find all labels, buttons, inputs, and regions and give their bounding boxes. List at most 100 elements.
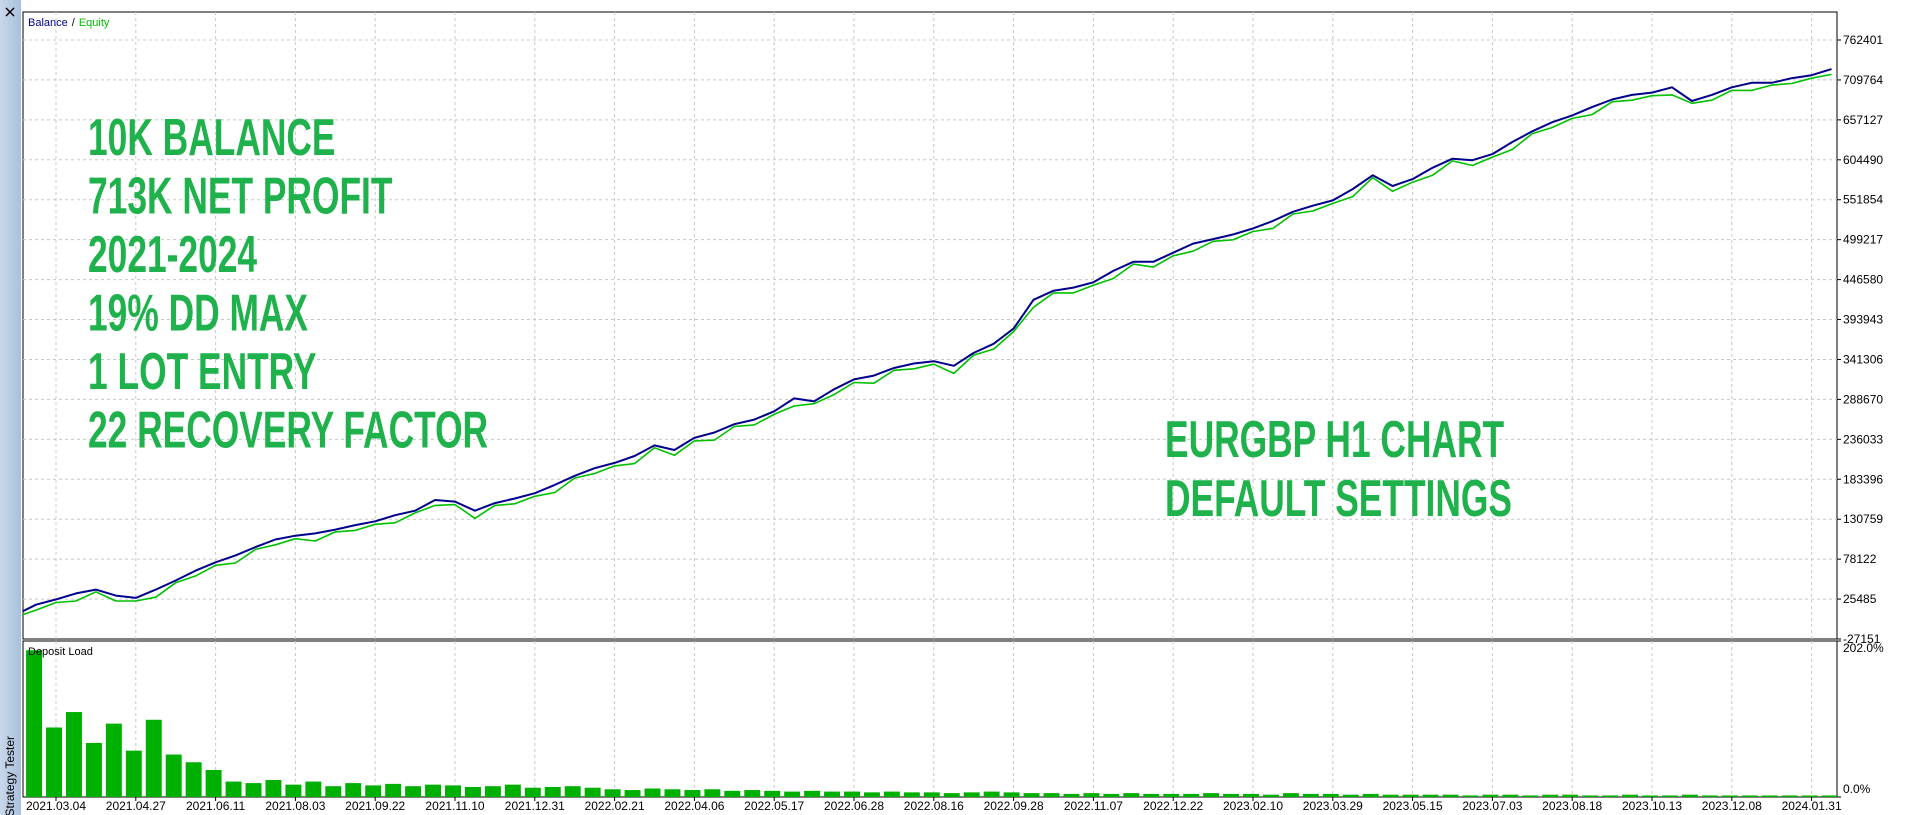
deposit-bar	[1003, 792, 1020, 797]
deposit-bar	[185, 762, 202, 797]
annotation: 19% DD MAX	[88, 285, 308, 342]
deposit-bar	[1402, 794, 1419, 797]
deposit-bar	[1542, 794, 1559, 797]
x-tick-label: 2023.03.29	[1303, 799, 1363, 813]
x-tick-label: 2022.05.17	[744, 799, 804, 813]
x-tick-label: 2022.06.28	[824, 799, 884, 813]
deposit-bar	[983, 791, 1000, 797]
main-plot-frame	[22, 11, 1838, 640]
deposit-bar	[1143, 793, 1160, 797]
deposit-bar	[664, 789, 681, 797]
x-tick-label: 2024.01.31	[1782, 799, 1842, 813]
deposit-bar	[225, 781, 242, 797]
deposit-bar	[824, 791, 841, 797]
x-tick-label: 2023.08.18	[1542, 799, 1602, 813]
x-tick-label: 2021.09.22	[345, 799, 405, 813]
deposit-bar	[1622, 794, 1639, 797]
deposit-marks	[26, 650, 1837, 797]
deposit-bar	[1422, 794, 1439, 797]
deposit-bar	[963, 792, 980, 797]
x-tick-label: 2021.08.03	[265, 799, 325, 813]
side-tab[interactable]	[0, 0, 21, 815]
deposit-bar	[1502, 794, 1519, 797]
series-line	[23, 68, 1832, 613]
x-tick-label: 2021.11.10	[425, 799, 484, 813]
deposit-bar	[1382, 794, 1399, 797]
deposit-bar	[604, 789, 621, 797]
annotation: 2021-2024	[88, 226, 257, 283]
annotation: EURGBP H1 CHART	[1165, 411, 1504, 468]
x-tick-label: 2022.02.21	[585, 799, 645, 813]
deposit-bar	[405, 786, 422, 797]
deposit-bar	[1262, 794, 1279, 797]
deposit-title: Deposit Load	[28, 646, 93, 658]
annotation: DEFAULT SETTINGS	[1165, 470, 1512, 527]
deposit-bar	[1322, 793, 1339, 797]
deposit-bar	[1721, 795, 1738, 797]
legend-separator: /	[72, 17, 76, 29]
x-tick-label: 2022.12.22	[1143, 799, 1203, 813]
deposit-bar	[1203, 793, 1220, 797]
y-tick-label: 499217	[1843, 233, 1883, 247]
deposit-bar	[1362, 793, 1379, 797]
deposit-bar	[1063, 793, 1080, 797]
deposit-bar	[1083, 793, 1100, 797]
deposit-bar	[464, 786, 481, 797]
deposit-bar	[385, 783, 402, 797]
y-tick-label: 183396	[1843, 472, 1883, 486]
series-line	[23, 73, 1832, 616]
deposit-bar	[1302, 793, 1319, 797]
close-button[interactable]	[5, 7, 15, 17]
deposit-bar	[764, 790, 781, 797]
x-tick-label: 2022.04.06	[664, 799, 724, 813]
x-tick-label: 2022.09.28	[984, 799, 1044, 813]
deposit-bar	[704, 789, 721, 797]
deposit-bar	[1163, 793, 1180, 797]
x-tick-label: 2023.07.03	[1462, 799, 1522, 813]
deposit-bar	[544, 786, 561, 797]
deposit-bar	[883, 791, 900, 797]
deposit-bar	[1642, 795, 1658, 797]
deposit-bar	[325, 786, 342, 797]
y-tick-label: 236033	[1843, 432, 1883, 446]
deposit-bar	[1522, 795, 1539, 797]
deposit-bar	[624, 790, 641, 797]
x-tick-label: 2023.10.13	[1622, 799, 1682, 813]
annotation: 22 RECOVERY FACTOR	[88, 402, 488, 459]
deposit-bar	[524, 787, 541, 797]
legend: Balance / Equity	[28, 17, 110, 29]
x-tick-label: 2023.12.08	[1702, 799, 1762, 813]
x-tick-label: 2021.12.31	[505, 799, 565, 813]
deposit-bar	[1821, 795, 1837, 797]
main-marks	[23, 68, 1832, 616]
deposit-bar	[1043, 793, 1060, 797]
deposit-bar	[205, 769, 222, 797]
deposit-bar	[484, 786, 501, 797]
y-tick-label: 130759	[1843, 512, 1883, 526]
deposit-bar	[1223, 793, 1240, 797]
deposit-bar	[265, 780, 282, 797]
deposit-bar	[445, 785, 461, 797]
deposit-bar	[245, 783, 262, 797]
deposit-bar	[644, 788, 661, 797]
labels: 762401 709764 657127 604490 551854 499217 4465…	[26, 33, 1884, 813]
deposit-bar	[145, 719, 162, 797]
deposit-bar	[1482, 794, 1499, 797]
deposit-bar	[1123, 793, 1140, 797]
deposit-bar	[584, 787, 601, 797]
deposit-bar	[564, 786, 581, 797]
y-tick-label: -27151	[1843, 632, 1881, 646]
deposit-bar	[46, 727, 62, 797]
deposit-bar	[1701, 795, 1718, 797]
y-tick-label: 202.0%	[1843, 641, 1884, 655]
y-tick-label: 78122	[1843, 552, 1877, 566]
deposit-bar	[943, 793, 960, 797]
deposit-bar	[65, 712, 82, 797]
deposit-bar	[1442, 794, 1459, 797]
deposit-bar	[1103, 793, 1120, 797]
x-tick-label: 2021.03.04	[26, 799, 86, 813]
deposit-bar	[305, 781, 322, 797]
y-tick-label: 393943	[1843, 313, 1883, 327]
deposit-bar	[85, 742, 102, 797]
